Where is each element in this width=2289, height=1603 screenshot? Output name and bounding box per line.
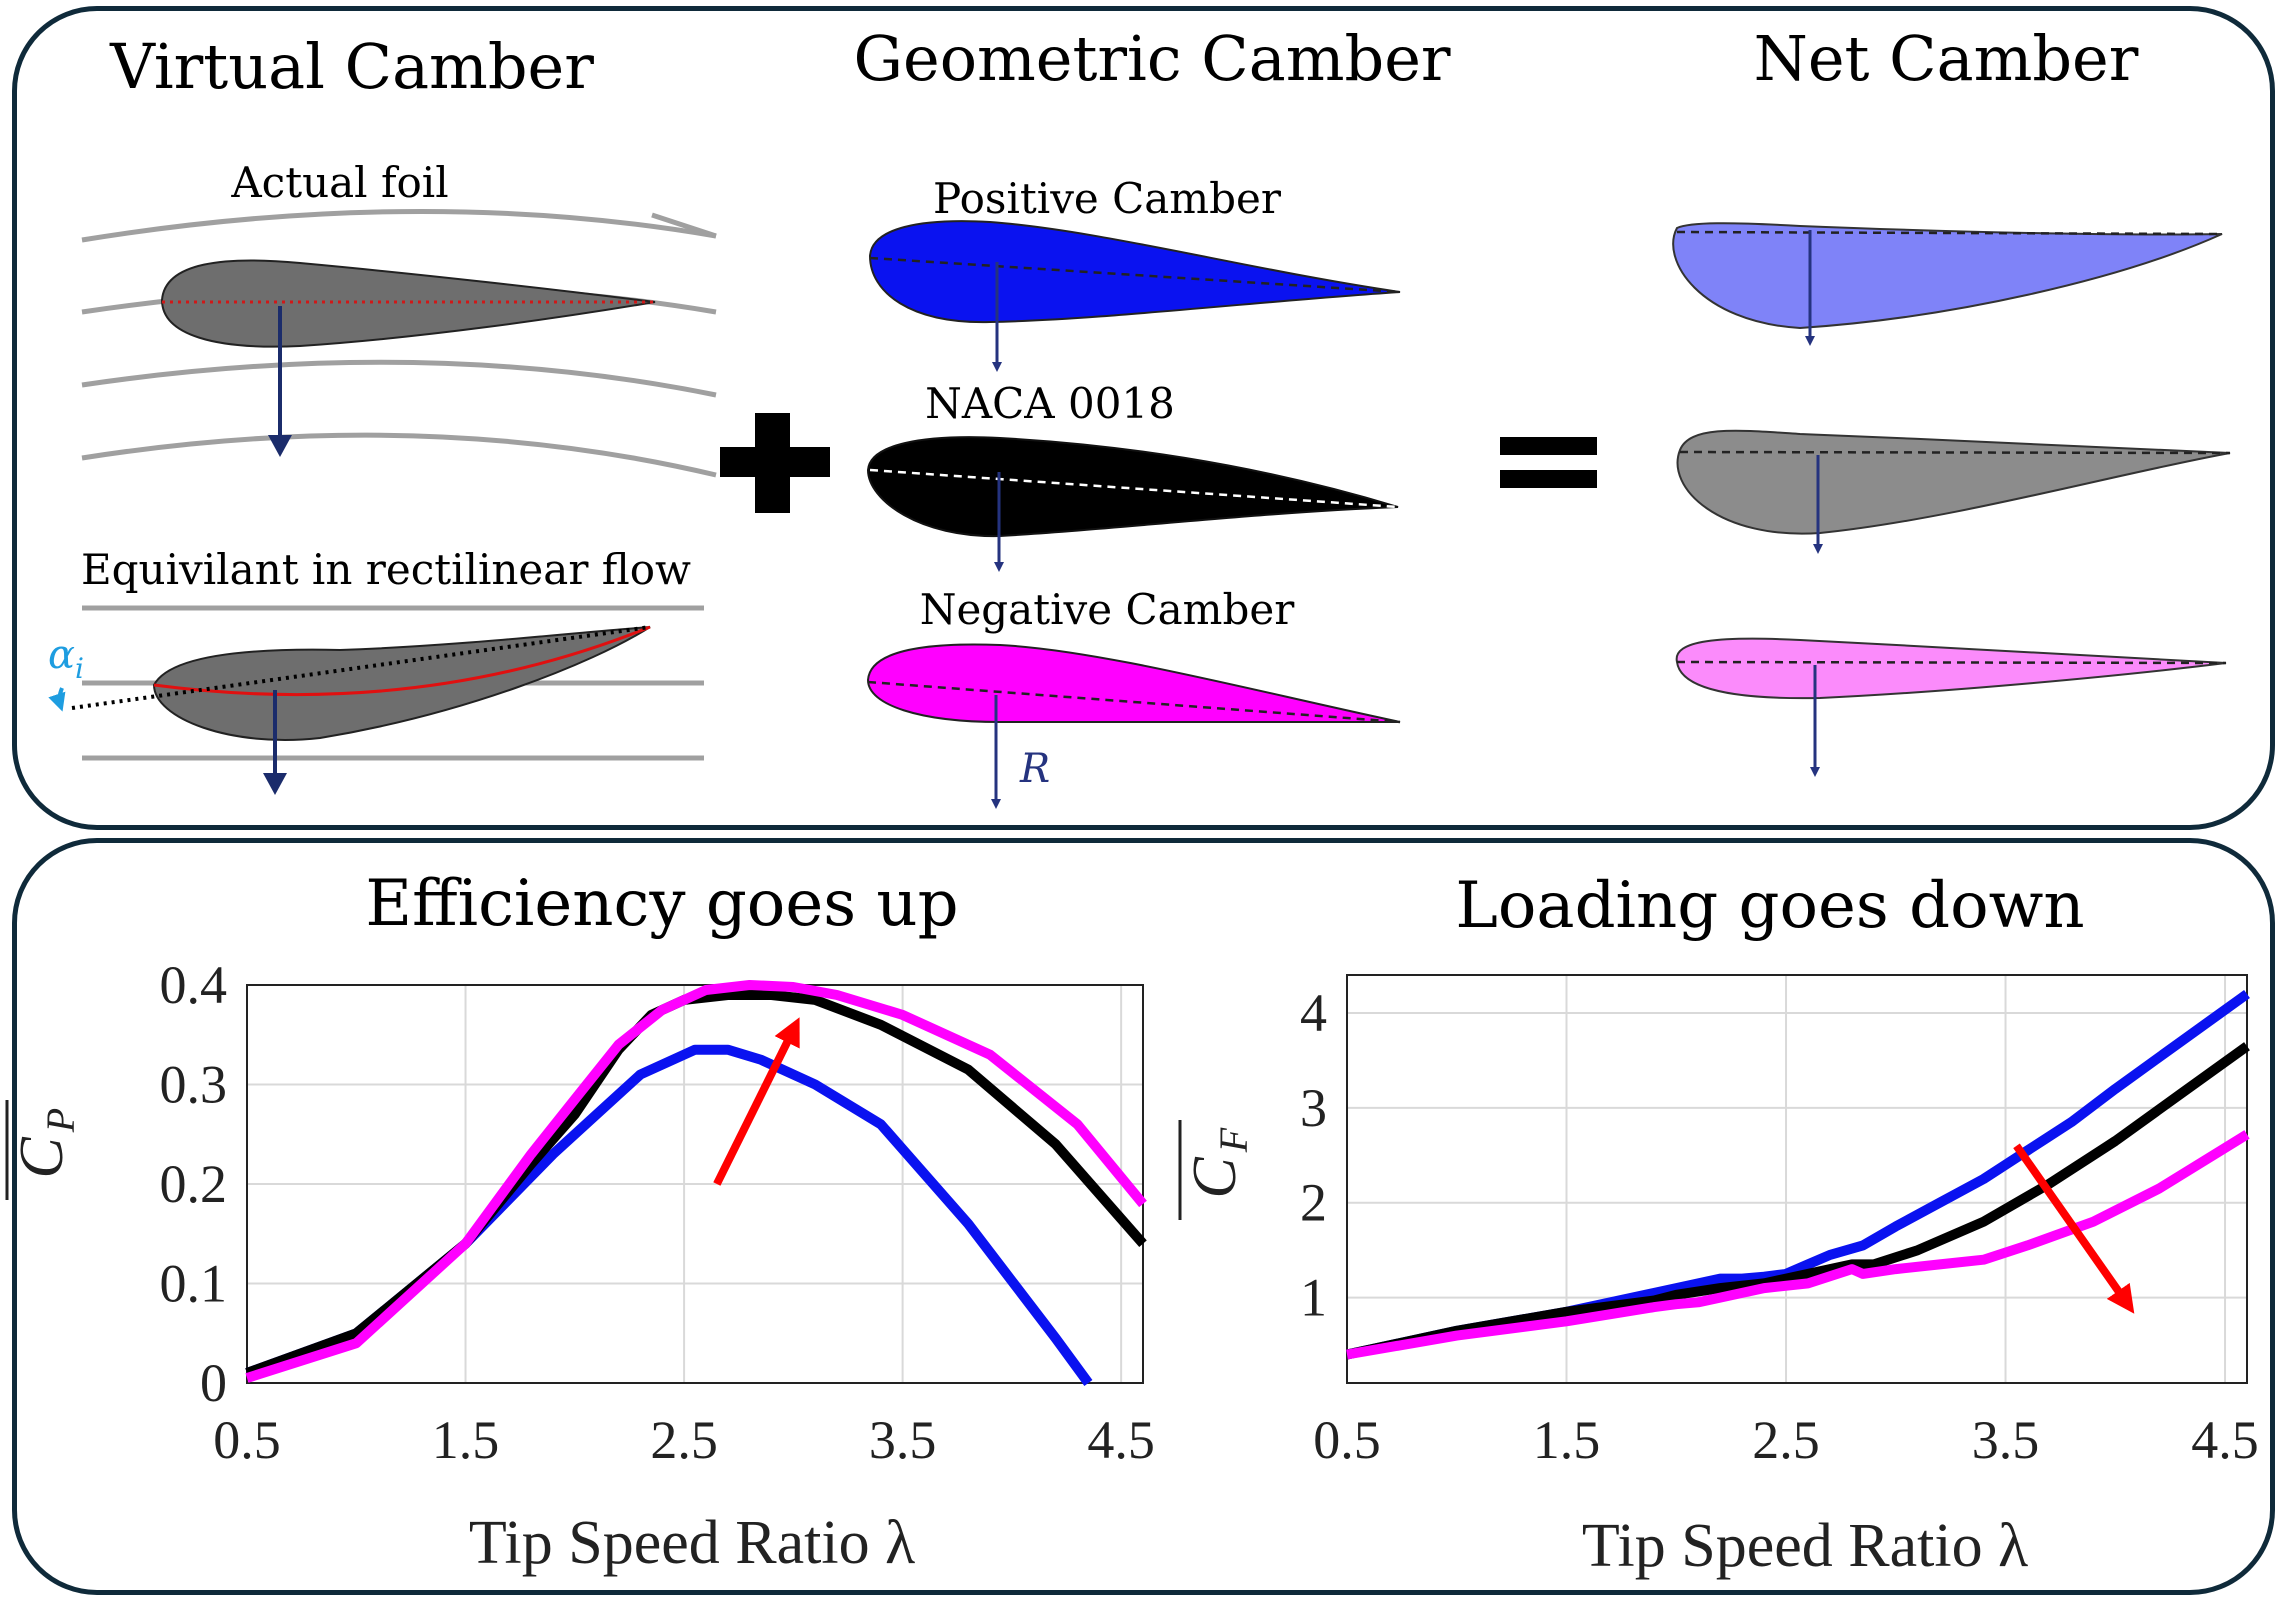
resultant-force-label: R [1019,746,1050,792]
cp-chart: 0.5 1.5 2.5 3.5 4.5 0 0.1 0.2 0.3 0.4 Tip Speed … [5,955,1155,1577]
cf-x-tick-label: 2.5 [1752,1410,1820,1470]
cp-trend-arrow [713,1017,800,1186]
alpha-i-arrow [48,687,66,712]
cp-x-tick-label: 0.5 [213,1410,281,1470]
cp-y-tick-label: 0.1 [160,1254,228,1314]
negative-camber-label: Negative Camber [920,585,1296,634]
cp-x-tick-label: 4.5 [1087,1410,1155,1470]
virtual-camber-title: Virtual Camber [109,30,594,103]
cf-chart: 0.5 1.5 2.5 3.5 4.5 1 2 3 4 Tip Speed Ratio λ C… [1178,974,2259,1580]
cf-y-ticks: 1 2 3 4 [1300,983,1327,1328]
cp-y-tick-label: 0.4 [160,955,228,1015]
cp-x-ticks: 0.5 1.5 2.5 3.5 4.5 [213,1410,1155,1470]
net-positive-chord [1676,230,2223,236]
curved-streamlines [81,209,717,478]
positive-camber-label: Positive Camber [933,174,1282,223]
cp-plot-frame [246,984,1144,1384]
cf-plot-frame [1346,974,2248,1384]
cf-y-tick-label: 3 [1300,1078,1327,1138]
positive-camber-foil [868,220,1401,324]
cf-series [1345,989,2250,1360]
cp-x-tick-label: 3.5 [869,1410,937,1470]
cf-y-tick-label: 4 [1300,983,1327,1043]
cf-y-tick-label: 2 [1300,1173,1327,1233]
cf-y-axis-main: C [1181,1157,1249,1199]
equivalent-flow-label: Equivilant in rectilinear flow [81,545,691,594]
cp-y-axis-label: C P [5,1100,83,1200]
cf-gridlines [1346,975,2247,1383]
net-naca-foil [1676,429,2231,535]
cp-x-tick-label: 2.5 [650,1410,718,1470]
cf-y-axis-sub: F [1211,1127,1256,1153]
equivalent-camber-line [153,625,651,697]
naca-0018-label: NACA 0018 [925,379,1175,428]
cf-y-tick-label: 1 [1300,1268,1327,1328]
net-positive-foil [1672,222,2223,330]
cf-trend-arrow [2013,1143,2135,1314]
cf-x-axis-label: Tip Speed Ratio λ [1582,1512,2028,1580]
cp-series [245,980,1147,1386]
equals-sign-bottom [1500,470,1597,488]
cp-y-tick-label: 0.3 [160,1055,228,1115]
cp-x-tick-label: 1.5 [432,1410,500,1470]
alpha-i-label: αi [48,632,84,685]
net-negative-foil [1675,637,2227,700]
cp-y-ticks: 0 0.1 0.2 0.3 0.4 [160,955,228,1413]
cf-line-positive-camber [1345,989,2250,1360]
plus-sign [720,413,830,513]
equivalent-chord-dotted [71,625,651,710]
net-negative-chord [1676,660,2227,665]
actual-foil-shape [160,259,656,348]
naca-0018-chord [869,468,1399,509]
cp-y-tick-label: 0.2 [160,1154,228,1214]
cf-x-tick-label: 4.5 [2191,1410,2259,1470]
cf-y-axis-label: C F [1178,1120,1256,1220]
cf-x-tick-label: 0.5 [1313,1410,1381,1470]
geometric-camber-title: Geometric Camber [853,22,1450,95]
cp-y-axis-main: C [8,1137,76,1179]
cf-x-ticks: 0.5 1.5 2.5 3.5 4.5 [1313,1410,2259,1470]
positive-camber-chord [869,256,1401,294]
efficiency-chart-title: Efficiency goes up [365,867,958,941]
cp-y-axis-sub: P [38,1108,83,1133]
equals-sign-top [1500,437,1597,455]
actual-foil-label: Actual foil [230,158,448,207]
cf-x-tick-label: 1.5 [1533,1410,1601,1470]
cp-x-axis-label: Tip Speed Ratio λ [469,1509,915,1577]
cf-line-naca-0018 [1345,1042,2250,1360]
net-camber-title: Net Camber [1754,22,2139,95]
negative-camber-foil [866,643,1401,724]
cf-line-negative-camber [1346,1130,2250,1360]
net-naca-chord [1679,450,2231,455]
cp-line-negative-camber [245,980,1147,1383]
cf-x-tick-label: 3.5 [1972,1410,2040,1470]
cp-y-tick-label: 0 [200,1353,227,1413]
loading-chart-title: Loading goes down [1455,869,2084,943]
negative-camber-chord [867,680,1401,724]
naca-0018-foil [866,436,1399,538]
